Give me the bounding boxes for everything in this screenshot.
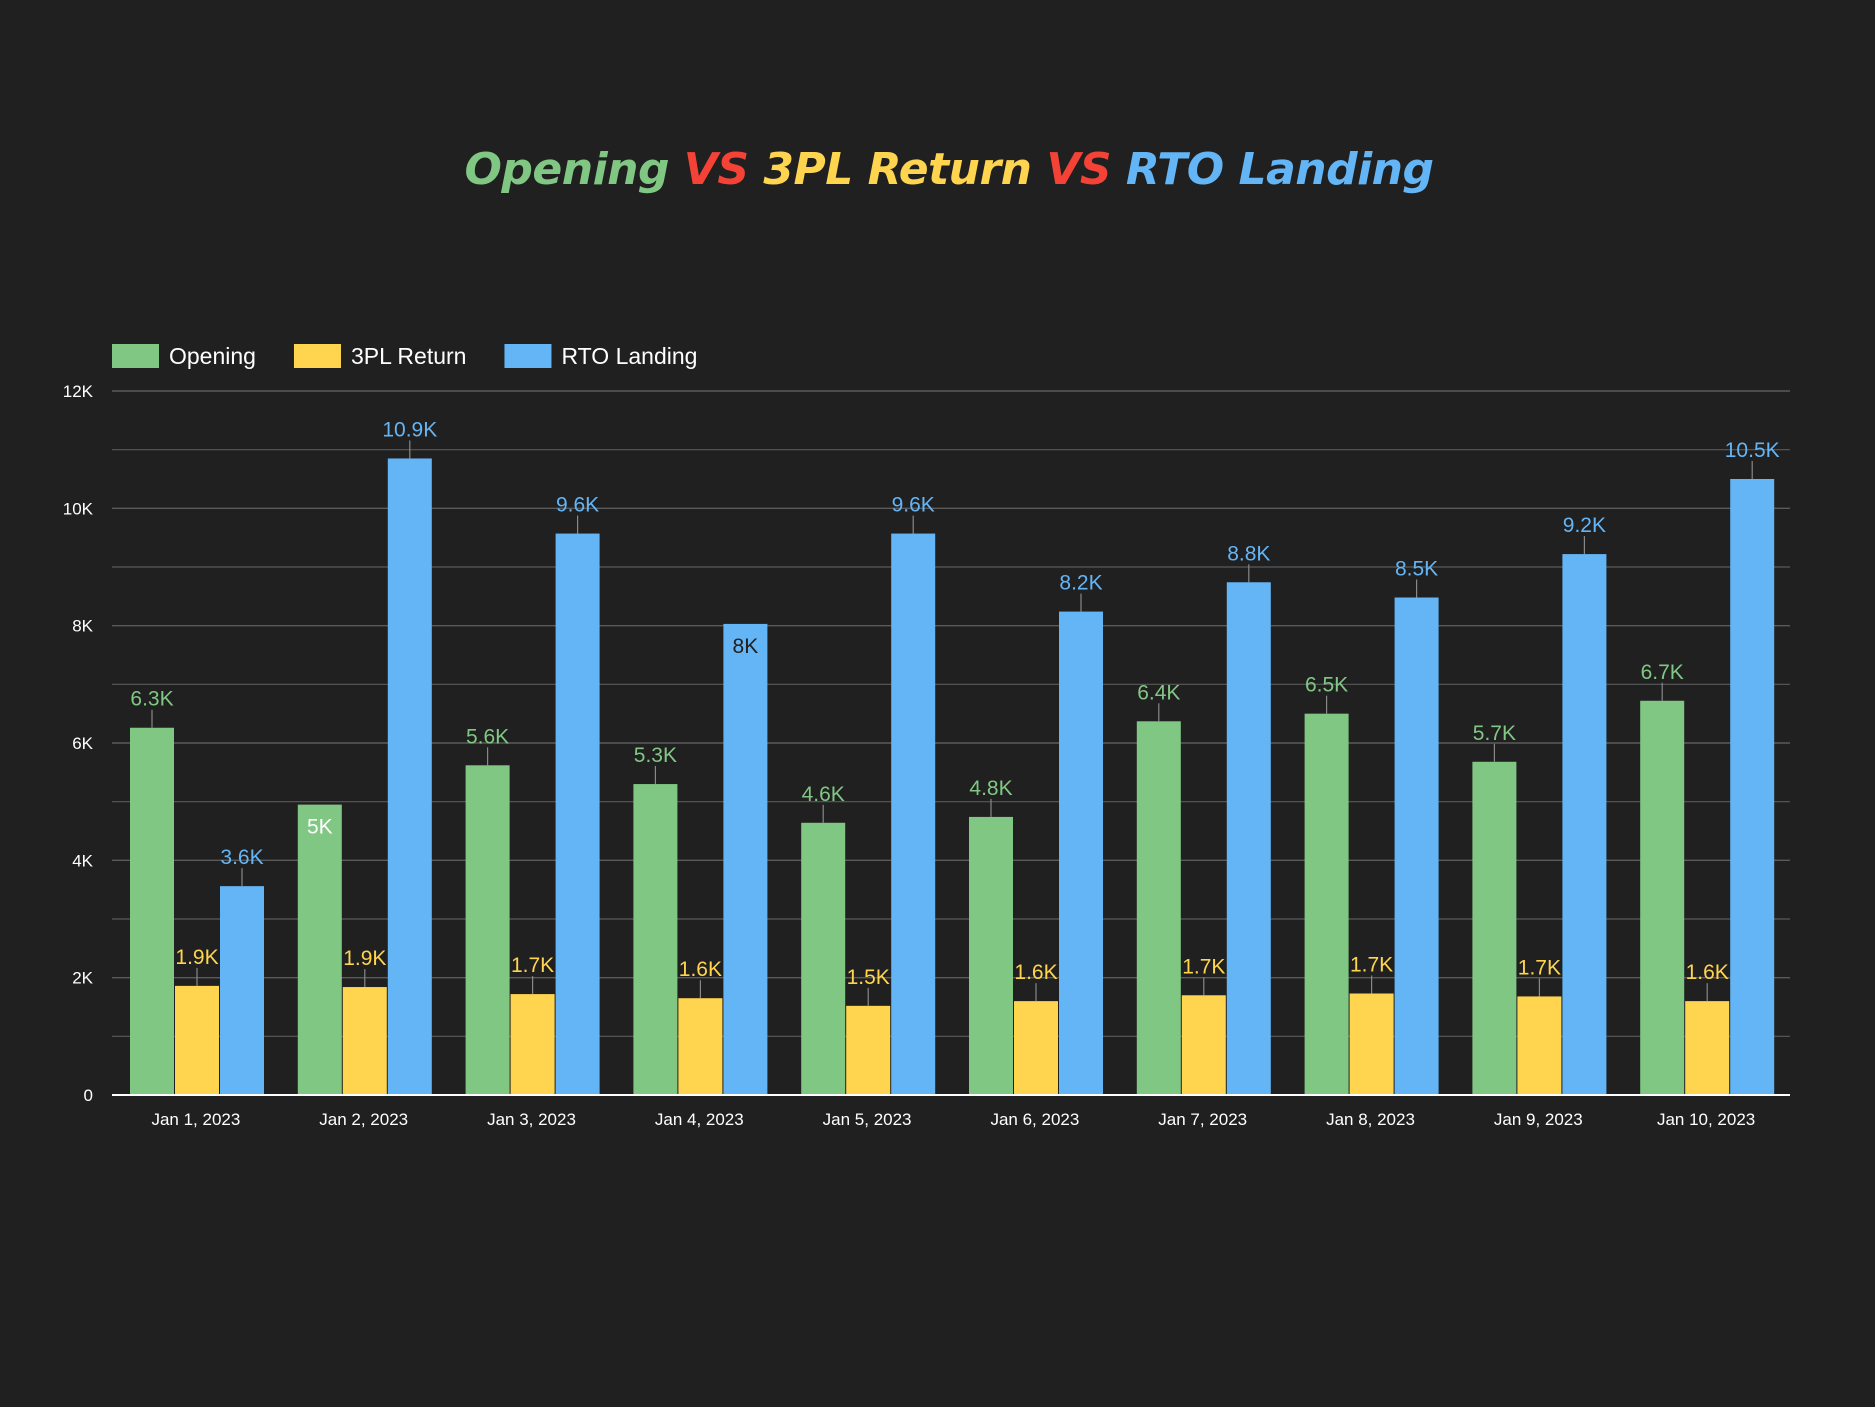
data-label: 1.6K bbox=[1686, 961, 1729, 984]
bar-opening bbox=[1136, 721, 1181, 1095]
bar-opening bbox=[1640, 700, 1685, 1095]
legend-swatch bbox=[112, 344, 159, 368]
bar-opening bbox=[801, 822, 846, 1095]
data-label: 1.9K bbox=[343, 947, 386, 970]
data-label: 8.8K bbox=[1227, 542, 1270, 565]
legend-label: Opening bbox=[169, 343, 256, 369]
x-tick-label: Jan 10, 2023 bbox=[1657, 1110, 1755, 1129]
bar-3pl-return bbox=[1181, 995, 1226, 1095]
data-label: 6.3K bbox=[130, 688, 173, 711]
x-tick-label: Jan 3, 2023 bbox=[487, 1110, 576, 1129]
legend-label: RTO Landing bbox=[561, 343, 697, 369]
x-tick-label: Jan 6, 2023 bbox=[990, 1110, 1079, 1129]
bar-rto-landing bbox=[1059, 611, 1103, 1095]
data-label: 5.3K bbox=[634, 744, 677, 767]
x-tick-label: Jan 7, 2023 bbox=[1158, 1110, 1247, 1129]
bar-3pl-return bbox=[1349, 993, 1394, 1095]
x-tick-label: Jan 4, 2023 bbox=[655, 1110, 744, 1129]
bar-opening bbox=[1304, 713, 1349, 1095]
legend-swatch bbox=[293, 344, 341, 368]
y-tick-label: 2K bbox=[72, 969, 93, 988]
bar-opening bbox=[297, 804, 342, 1095]
data-label: 1.6K bbox=[1014, 961, 1057, 984]
data-label: 9.2K bbox=[1563, 514, 1606, 537]
bar-rto-landing bbox=[1562, 554, 1607, 1095]
bar-rto-landing bbox=[891, 533, 936, 1095]
data-label: 1.7K bbox=[511, 954, 554, 977]
bar-rto-landing bbox=[387, 458, 432, 1095]
y-tick-label: 8K bbox=[72, 617, 93, 636]
data-label: 1.6K bbox=[679, 958, 722, 981]
bar-opening bbox=[130, 727, 174, 1095]
bar-3pl-return bbox=[175, 985, 219, 1095]
bar-3pl-return bbox=[846, 1005, 891, 1095]
legend-swatch bbox=[504, 344, 552, 368]
bar-opening bbox=[969, 816, 1013, 1095]
chart-title-part: RTO Landing bbox=[1125, 144, 1434, 195]
bar-rto-landing bbox=[1394, 597, 1439, 1095]
bar-rto-landing bbox=[1226, 582, 1271, 1095]
data-label: 4.8K bbox=[969, 777, 1012, 800]
bar-rto-landing bbox=[555, 533, 600, 1095]
data-label: 8.5K bbox=[1395, 558, 1438, 581]
y-tick-label: 4K bbox=[72, 851, 93, 870]
bar-rto-landing bbox=[220, 886, 264, 1095]
bar-opening bbox=[633, 784, 678, 1095]
bar-rto-landing bbox=[723, 623, 768, 1095]
data-label: 8K bbox=[733, 635, 759, 658]
chart-title-part: 3PL Return bbox=[763, 144, 1032, 195]
legend-label: 3PL Return bbox=[351, 343, 467, 369]
data-label: 10.9K bbox=[382, 418, 437, 441]
bar-opening bbox=[465, 765, 510, 1095]
bar-opening bbox=[1472, 761, 1517, 1095]
data-label: 1.7K bbox=[1182, 955, 1225, 978]
bar-3pl-return bbox=[510, 994, 555, 1095]
data-label: 9.6K bbox=[556, 494, 599, 517]
data-label: 9.6K bbox=[892, 494, 935, 517]
data-label: 5K bbox=[307, 816, 333, 839]
data-label: 1.9K bbox=[175, 946, 218, 969]
chart-title: Opening VS 3PL Return VS RTO Landing bbox=[0, 138, 1875, 202]
data-label: 6.5K bbox=[1305, 674, 1348, 697]
bar-3pl-return bbox=[342, 987, 387, 1095]
data-label: 10.5K bbox=[1725, 439, 1780, 462]
data-label: 5.6K bbox=[466, 725, 509, 748]
chart-title-part: Opening bbox=[464, 144, 670, 195]
y-tick-label: 10K bbox=[63, 499, 94, 518]
bar-3pl-return bbox=[1685, 1001, 1730, 1095]
bar-3pl-return bbox=[1014, 1001, 1058, 1095]
x-tick-label: Jan 2, 2023 bbox=[319, 1110, 408, 1129]
data-label: 6.4K bbox=[1137, 681, 1180, 704]
bar-3pl-return bbox=[1517, 996, 1562, 1095]
data-label: 3.6K bbox=[220, 846, 263, 869]
bar-3pl-return bbox=[678, 998, 723, 1095]
data-label: 1.7K bbox=[1350, 954, 1393, 977]
data-label: 6.7K bbox=[1641, 661, 1684, 684]
y-tick-label: 6K bbox=[72, 734, 93, 753]
x-tick-label: Jan 9, 2023 bbox=[1494, 1110, 1583, 1129]
y-tick-label: 0 bbox=[84, 1086, 93, 1105]
x-tick-label: Jan 1, 2023 bbox=[151, 1110, 240, 1129]
data-label: 5.7K bbox=[1473, 722, 1516, 745]
chart-title-part: VS bbox=[668, 144, 764, 195]
x-tick-label: Jan 5, 2023 bbox=[823, 1110, 912, 1129]
chart-title-part: VS bbox=[1031, 144, 1126, 195]
bar-rto-landing bbox=[1730, 479, 1775, 1095]
data-label: 8.2K bbox=[1059, 572, 1102, 595]
x-tick-label: Jan 8, 2023 bbox=[1326, 1110, 1415, 1129]
data-label: 1.7K bbox=[1518, 956, 1561, 979]
data-label: 1.5K bbox=[847, 966, 890, 989]
data-label: 4.6K bbox=[802, 783, 845, 806]
y-tick-label: 12K bbox=[63, 382, 94, 401]
